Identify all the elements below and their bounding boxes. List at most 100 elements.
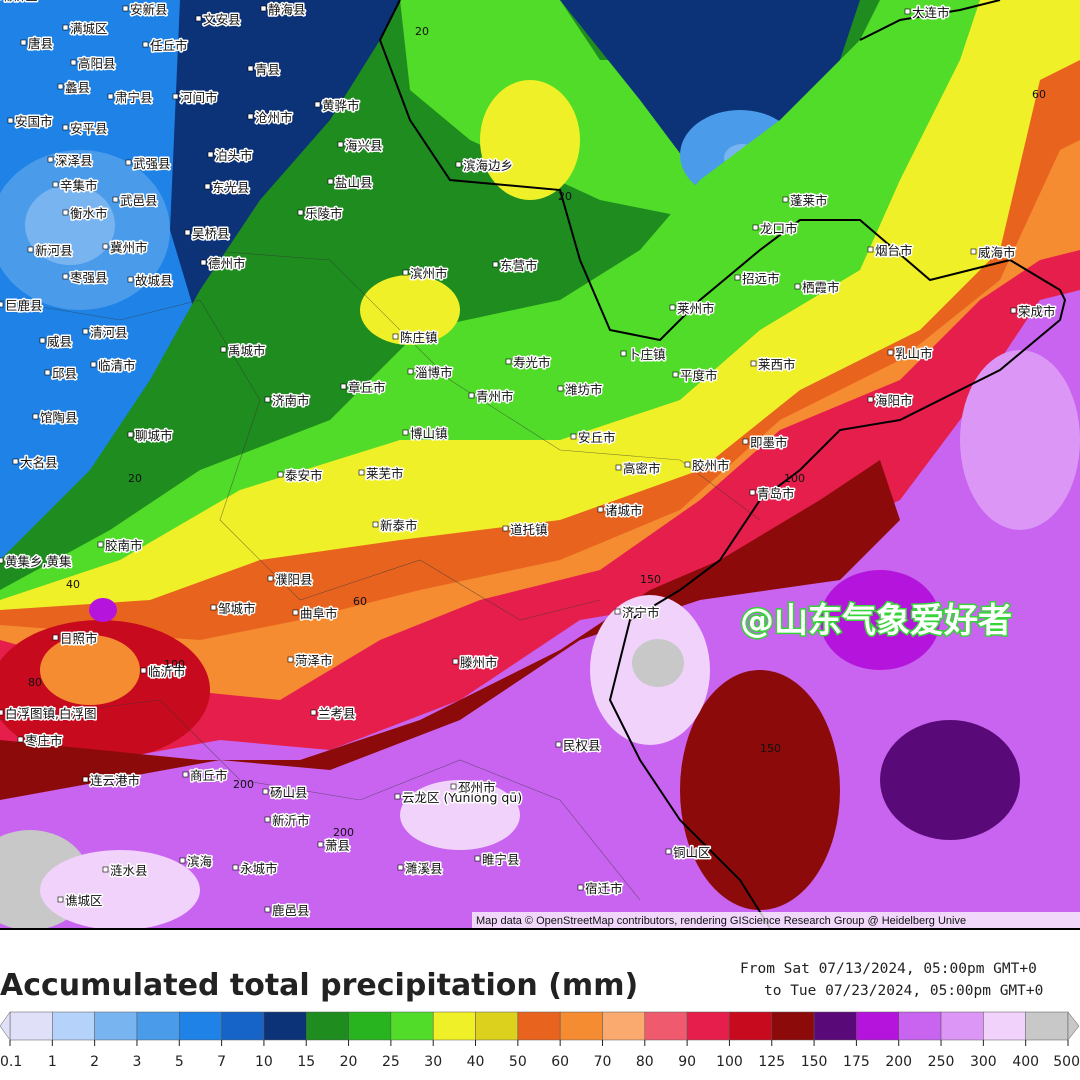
city-label: 鹿邑县 — [272, 903, 310, 918]
legend-tick-label: 60 — [551, 1054, 569, 1070]
city-marker — [277, 471, 284, 478]
city-label: 大连市 — [912, 5, 950, 20]
city-label: 河间市 — [180, 90, 218, 105]
city-marker — [867, 246, 874, 253]
city-label: 曲阜市 — [300, 606, 338, 621]
city-label: 枣强县 — [70, 270, 108, 285]
city-marker — [970, 248, 977, 255]
city-marker — [97, 541, 104, 548]
city-marker — [394, 793, 401, 800]
city-marker — [125, 159, 132, 166]
legend-tick-label: 175 — [843, 1054, 870, 1070]
city-marker — [402, 269, 409, 276]
contour-label: 200 — [333, 826, 354, 839]
city-label: 陈庄镇 — [400, 330, 438, 345]
contour-label: 200 — [233, 778, 254, 791]
city-marker — [44, 369, 51, 376]
city-label: 安平县 — [70, 121, 108, 136]
city-marker — [264, 816, 271, 823]
city-label: 章丘市 — [348, 380, 386, 395]
city-marker — [372, 521, 379, 528]
city-label: 淄博市 — [415, 365, 453, 380]
city-label: 胶南市 — [105, 538, 143, 553]
legend-swatch — [771, 1011, 815, 1041]
city-label: 烟台市 — [875, 243, 913, 258]
city-label: 德州市 — [208, 256, 246, 271]
city-label: 邳州市 — [458, 780, 496, 795]
city-label: 谯城区 — [65, 893, 103, 908]
city-label: 泰安市 — [285, 468, 323, 483]
city-marker — [102, 866, 109, 873]
city-marker — [220, 346, 227, 353]
city-marker — [179, 857, 186, 864]
legend-tick-label: 15 — [297, 1054, 315, 1070]
city-marker — [82, 328, 89, 335]
city-marker — [492, 261, 499, 268]
city-marker — [337, 141, 344, 148]
city-marker — [887, 349, 894, 356]
city-label: 蠡县 — [65, 80, 90, 95]
city-label: 黄骅市 — [322, 98, 360, 113]
city-label: 砀山县 — [270, 785, 308, 800]
city-marker — [452, 658, 459, 665]
city-marker — [204, 183, 211, 190]
city-label: 沧州市 — [255, 110, 293, 125]
city-label: 辛集市 — [60, 178, 98, 193]
city-label: 招远市 — [742, 271, 780, 286]
city-label: 商丘市 — [190, 768, 228, 783]
city-marker — [502, 525, 509, 532]
contour-label: 40 — [66, 578, 80, 591]
legend-tick-label: 70 — [594, 1054, 612, 1070]
city-label: 巨鹿县 — [5, 298, 43, 313]
city-marker — [39, 337, 46, 344]
city-label: 威海市 — [978, 245, 1016, 260]
city-label: 临沂市 — [148, 664, 186, 679]
legend-tick-label: 100 — [716, 1054, 743, 1070]
legend-swatch — [559, 1011, 603, 1041]
city-marker — [52, 181, 59, 188]
city-marker — [122, 5, 129, 12]
city-label: 安丘市 — [578, 430, 616, 445]
contour-label: 60 — [353, 595, 367, 608]
city-label: 诸城市 — [605, 503, 643, 518]
city-marker — [112, 196, 119, 203]
city-marker — [317, 841, 324, 848]
city-marker — [555, 741, 562, 748]
city-marker — [127, 276, 134, 283]
city-label: 新沂市 — [272, 813, 310, 828]
city-marker — [264, 906, 271, 913]
city-label: 萧县 — [325, 838, 350, 853]
city-marker — [17, 736, 24, 743]
city-marker — [749, 489, 756, 496]
contour-label: 20 — [415, 25, 429, 38]
legend-tick-label: 20 — [340, 1054, 358, 1070]
city-label: 威县 — [47, 334, 72, 349]
contour-label: 60 — [1032, 88, 1046, 101]
city-marker — [27, 246, 34, 253]
city-label: 白浮图镇,白浮图 — [5, 706, 96, 721]
city-label: 宿迁市 — [585, 881, 623, 896]
city-label: 铜山区 — [673, 845, 711, 860]
city-marker — [734, 274, 741, 281]
city-label: 青县 — [255, 62, 280, 77]
city-marker — [182, 771, 189, 778]
legend-swatch — [390, 1011, 434, 1041]
city-label: 寿光市 — [513, 355, 551, 370]
color-legend: 0.1 1 2 3 5 7 10 15 20 25 30 40 50 60 70 80 90 100 125 150 1… — [0, 1011, 1080, 1070]
city-label: 荣成市 — [1018, 304, 1056, 319]
city-label: 栖霞市 — [802, 280, 840, 295]
legend-swatch — [1025, 1011, 1069, 1041]
legend-tick-label: 10 — [255, 1054, 273, 1070]
city-marker — [57, 83, 64, 90]
legend-swatch — [179, 1011, 222, 1041]
city-marker — [90, 361, 97, 368]
city-label: 新河县 — [35, 243, 73, 258]
legend-swatch — [940, 1011, 984, 1041]
city-label: 龙口市 — [760, 221, 798, 236]
city-label: 满城区 — [70, 21, 108, 36]
city-marker — [47, 156, 54, 163]
legend-swatch — [52, 1011, 95, 1041]
legend-tick-label: 500 — [1053, 1054, 1080, 1070]
city-label: 安国市 — [15, 114, 53, 129]
